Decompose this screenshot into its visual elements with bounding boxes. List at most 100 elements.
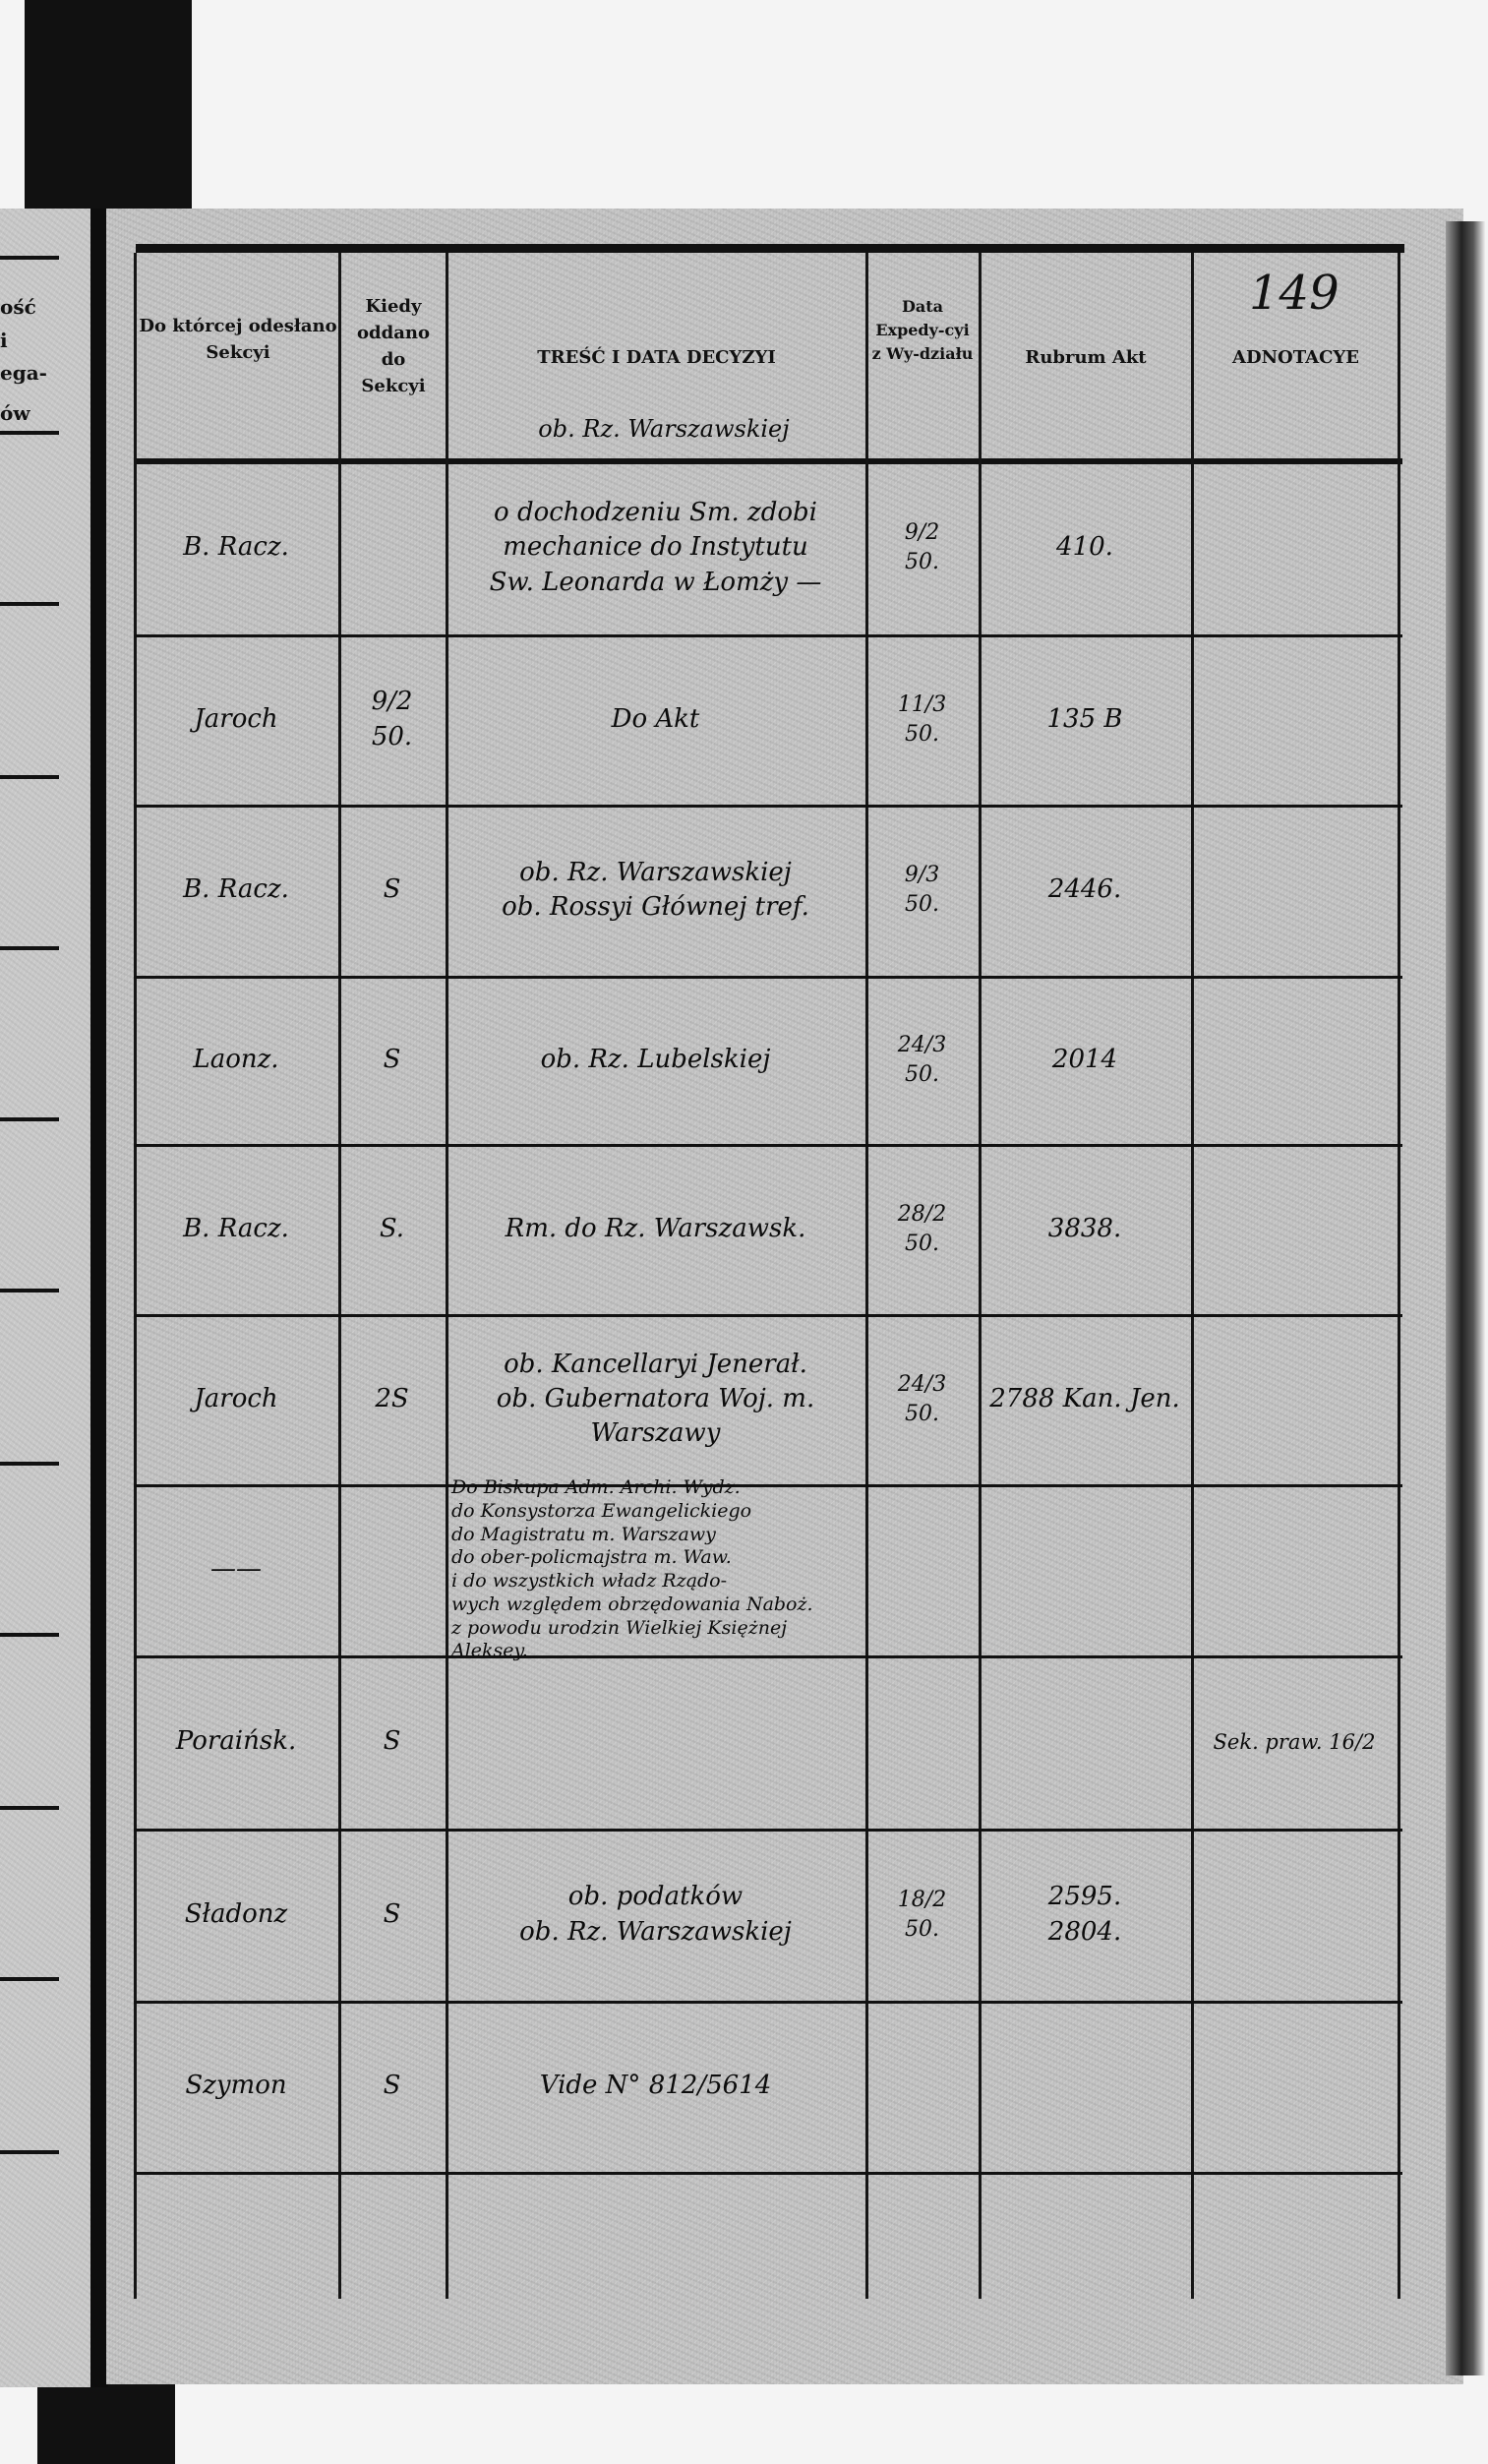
row-cell-notes bbox=[1197, 2176, 1392, 2294]
handwritten-section: Jaroch bbox=[194, 1383, 278, 1413]
row-cell-date bbox=[871, 2005, 973, 2168]
row-cell-date: 9/3 50. bbox=[871, 809, 973, 972]
handwritten-when: S bbox=[383, 874, 401, 905]
row-cell-rubrum: 2595. 2804. bbox=[984, 1833, 1185, 1997]
row-cell-content bbox=[451, 2176, 860, 2294]
handwritten-date: 28/2 50. bbox=[897, 1201, 947, 1256]
header-section: Do którcej odesłano Sekcyi bbox=[139, 316, 337, 363]
row-cell-date: 18/2 50. bbox=[871, 1833, 973, 1997]
left-page-fragment: ość i ega- ów bbox=[0, 209, 90, 2387]
fragment-rule bbox=[0, 1633, 59, 1637]
column-rule bbox=[1398, 253, 1400, 2299]
row-cell-section: B. Racz. bbox=[140, 1148, 332, 1310]
row-cell-content: Do Biskupa Adm. Archi. Wydz. do Konsysto… bbox=[451, 1476, 860, 1661]
row-cell-when: S bbox=[344, 980, 440, 1140]
header-content: TREŚĆ I DATA DECYZYI bbox=[537, 347, 776, 368]
row-cell-section: Laonz. bbox=[140, 980, 332, 1140]
header-date: Data Expedy-cyi z Wy-działu bbox=[871, 297, 974, 363]
handwritten-section: Laonz. bbox=[193, 1044, 279, 1074]
handwritten-rubrum: 2014 bbox=[1051, 1044, 1118, 1074]
row-cell-content: o dochodzeniu Sm. zdobi mechanice do Ins… bbox=[451, 465, 860, 631]
row-cell-rubrum: 410. bbox=[984, 465, 1185, 631]
handwritten-rubrum: 135 B bbox=[1046, 703, 1123, 734]
row-rule bbox=[134, 976, 1402, 979]
handwritten-section: Poraińsk. bbox=[175, 1726, 297, 1757]
row-cell-section: Poraińsk. bbox=[140, 1659, 332, 1825]
row-cell-notes bbox=[1197, 1833, 1392, 1997]
fragment-rule bbox=[0, 775, 59, 779]
header-when: Kiedy oddano do Sekcyi bbox=[357, 296, 430, 396]
handwritten-date: 18/2 50. bbox=[897, 1887, 947, 1942]
handwritten-rubrum: 3838. bbox=[1047, 1213, 1122, 1243]
column-rule bbox=[134, 253, 137, 2299]
column-rule bbox=[865, 253, 868, 2299]
row-cell-rubrum bbox=[984, 1659, 1185, 1825]
row-cell-date: 28/2 50. bbox=[871, 1148, 973, 1310]
row-cell-rubrum bbox=[984, 1488, 1185, 1652]
handwritten-content: Do Biskupa Adm. Archi. Wydz. do Konsysto… bbox=[451, 1476, 813, 1662]
handwritten-section: B. Racz. bbox=[183, 1213, 289, 1243]
handwritten-section: —— bbox=[210, 1554, 262, 1585]
handwritten-section: Jaroch bbox=[194, 703, 278, 734]
row-cell-date bbox=[871, 1488, 973, 1652]
fragment-rule bbox=[0, 1806, 59, 1810]
row-cell-notes bbox=[1197, 980, 1392, 1140]
handwritten-rubrum: 410. bbox=[1056, 532, 1113, 563]
handwritten-when: S. bbox=[379, 1213, 405, 1243]
fragment-text: ów bbox=[0, 401, 30, 425]
handwritten-content: ob. Rz. Warszawskiej ob. Rossyi Głównej … bbox=[502, 857, 809, 922]
handwritten-section: Szymon bbox=[185, 2071, 287, 2101]
handwritten-date: 24/3 50. bbox=[897, 1032, 947, 1087]
row-cell-section bbox=[140, 2176, 332, 2294]
row-cell-section: Jaroch bbox=[140, 1318, 332, 1480]
handwritten-content: Do Akt bbox=[611, 703, 700, 734]
row-cell-notes bbox=[1197, 1488, 1392, 1652]
fragment-rule bbox=[0, 946, 59, 950]
handwritten-rubrum: 2446. bbox=[1047, 874, 1122, 905]
handwritten-content: Vide N° 812/5614 bbox=[539, 2071, 772, 2101]
row-cell-content bbox=[451, 1659, 860, 1825]
row-cell-rubrum: 3838. bbox=[984, 1148, 1185, 1310]
row-cell-when: S. bbox=[344, 1148, 440, 1310]
fragment-rule bbox=[0, 2150, 59, 2154]
row-cell-date: 9/2 50. bbox=[871, 465, 973, 631]
row-cell-content: Rm. do Rz. Warszawsk. bbox=[451, 1148, 860, 1310]
row-rule bbox=[134, 2001, 1402, 2004]
handwritten-when: S bbox=[383, 1726, 401, 1757]
handwritten-when: S bbox=[383, 2071, 401, 2101]
row-cell-when: 9/2 50. bbox=[344, 638, 440, 801]
row-cell-notes bbox=[1197, 638, 1392, 801]
header-notes: ADNOTACYE bbox=[1232, 347, 1359, 368]
handwritten-content: ob. Kancellaryi Jenerał. ob. Gubernatora… bbox=[496, 1349, 815, 1449]
page-number: 149 bbox=[1249, 266, 1339, 321]
fragment-rule bbox=[0, 431, 59, 435]
column-rule bbox=[446, 253, 448, 2299]
register-page bbox=[106, 209, 1463, 2384]
row-cell-notes bbox=[1197, 2005, 1392, 2168]
header-bottom-rule bbox=[134, 458, 1402, 464]
row-cell-notes bbox=[1197, 809, 1392, 972]
row-cell-content: Do Akt bbox=[451, 638, 860, 801]
row-cell-when: S bbox=[344, 1659, 440, 1825]
row-cell-when bbox=[344, 1488, 440, 1652]
row-cell-content: ob. podatków ob. Rz. Warszawskiej bbox=[451, 1833, 860, 1997]
fragment-rule bbox=[0, 256, 59, 260]
row-cell-notes: Sek. praw. 16/2 bbox=[1197, 1659, 1392, 1825]
row-cell-date: 11/3 50. bbox=[871, 638, 973, 801]
row-rule bbox=[134, 805, 1402, 808]
handwritten-rubrum: 2788 Kan. Jen. bbox=[989, 1383, 1180, 1413]
row-cell-rubrum: 2788 Kan. Jen. bbox=[984, 1318, 1185, 1480]
row-rule bbox=[134, 1655, 1402, 1658]
fragment-rule bbox=[0, 602, 59, 606]
row-cell-notes bbox=[1197, 465, 1392, 631]
handwritten-when: S bbox=[383, 1044, 401, 1074]
handwritten-content: Rm. do Rz. Warszawsk. bbox=[505, 1213, 806, 1243]
handwritten-date: 9/2 50. bbox=[904, 520, 940, 574]
row-cell-section: Sładonz bbox=[140, 1833, 332, 1997]
row-cell-date: 24/3 50. bbox=[871, 980, 973, 1140]
row-cell-date bbox=[871, 1659, 973, 1825]
row-cell-section: Szymon bbox=[140, 2005, 332, 2168]
fragment-rule bbox=[0, 1977, 59, 1981]
row-cell-rubrum: 2014 bbox=[984, 980, 1185, 1140]
column-rule bbox=[1191, 253, 1194, 2299]
